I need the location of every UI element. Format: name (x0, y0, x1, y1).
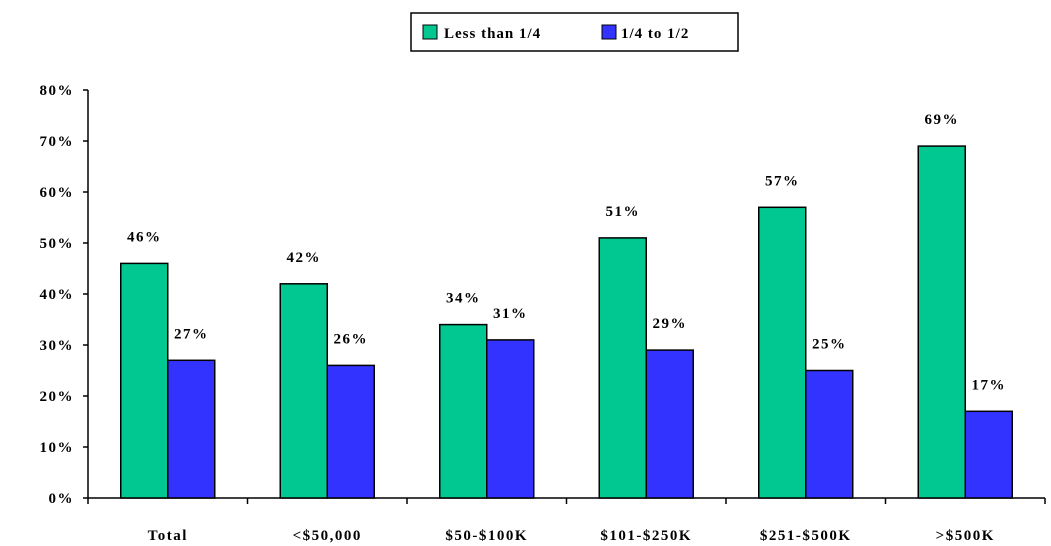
axes: 0% 10% 20% 30% 40% 50% 60% 70% 80% Total <$50,000 $… (40, 83, 1046, 544)
legend-swatch-quarter-to-half (601, 24, 617, 40)
data-label: 26% (334, 331, 369, 347)
x-category-label: >$500K (936, 528, 995, 544)
bar-less-than-quarter (917, 145, 966, 499)
x-category-label: $101-$250K (600, 528, 692, 544)
bar-quarter-to-half (645, 349, 694, 499)
bar-quarter-to-half (805, 369, 854, 499)
data-label: 69% (925, 112, 960, 128)
data-label: 42% (287, 250, 322, 266)
bar-less-than-quarter (758, 206, 807, 499)
data-label: 27% (174, 326, 209, 342)
bar-quarter-to-half (326, 364, 375, 499)
data-label: 25% (812, 337, 847, 353)
bar-less-than-quarter (439, 323, 488, 499)
x-category-label: $251-$500K (760, 528, 852, 544)
y-tick-label: 0% (49, 491, 75, 507)
data-label: 29% (653, 316, 688, 332)
x-category-label: Total (148, 528, 188, 544)
bar-less-than-quarter (598, 237, 647, 499)
bars (120, 145, 1013, 499)
data-label: 17% (972, 377, 1007, 393)
y-tick-label: 40% (40, 287, 75, 303)
y-tick-label: 10% (40, 440, 75, 456)
legend: Less than 1/4 1/4 to 1/2 (410, 12, 739, 52)
data-label: 57% (765, 173, 800, 189)
bar-quarter-to-half (486, 339, 535, 499)
data-labels: 46% 27% 42% 26% 34% 31% 51% 29% 57% 25% 69% 17% (127, 112, 1007, 393)
bar-quarter-to-half (964, 410, 1013, 499)
y-tick-label: 80% (40, 83, 75, 99)
legend-box (410, 12, 739, 52)
y-tick-label: 60% (40, 185, 75, 201)
data-label: 46% (127, 229, 162, 245)
legend-label-quarter-to-half: 1/4 to 1/2 (621, 26, 689, 42)
y-tick-label: 50% (40, 236, 75, 252)
bar-less-than-quarter (279, 283, 328, 499)
x-category-label: $50-$100K (445, 528, 528, 544)
data-label: 51% (606, 204, 641, 220)
legend-label-less-than-quarter: Less than 1/4 (444, 26, 541, 42)
x-category-label: <$50,000 (293, 528, 362, 544)
data-label: 34% (446, 291, 481, 307)
y-tick-label: 20% (40, 389, 75, 405)
y-tick-label: 30% (40, 338, 75, 354)
data-label: 31% (493, 306, 528, 322)
bar-less-than-quarter (120, 262, 169, 499)
y-tick-label: 70% (40, 134, 75, 150)
legend-swatch-less-than-quarter (422, 24, 438, 40)
bar-quarter-to-half (167, 359, 216, 499)
